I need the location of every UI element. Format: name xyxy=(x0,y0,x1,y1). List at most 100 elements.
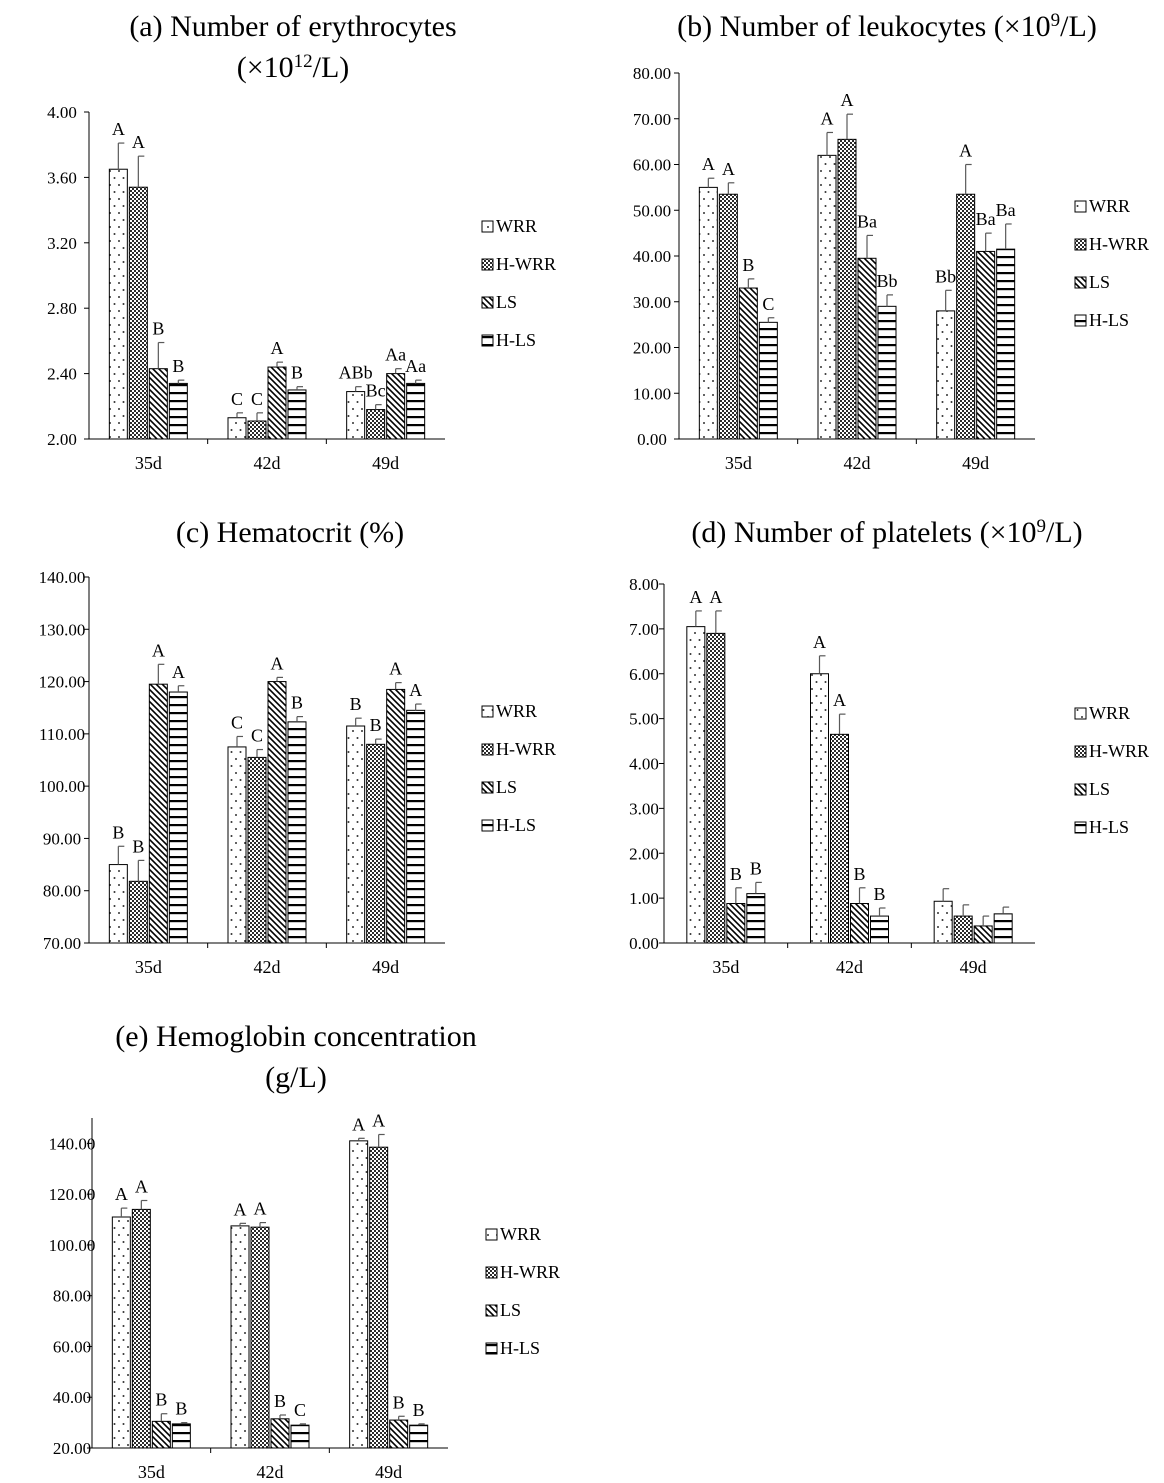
bar-h-ls-35d xyxy=(168,691,188,944)
bar-wrr-49d xyxy=(346,725,366,944)
legend-swatch xyxy=(481,819,494,832)
x-tick-label: 42d xyxy=(844,453,871,473)
legend-label: H-LS xyxy=(496,330,536,350)
y-tick-label: 4.00 xyxy=(47,103,77,122)
bar-wrr-42d xyxy=(227,417,247,440)
legend-swatch xyxy=(481,296,494,309)
legend-label: LS xyxy=(496,292,517,312)
significance-label: A xyxy=(271,653,284,673)
bar-ls-35d xyxy=(151,1420,171,1449)
bar-h-ls-49d xyxy=(406,382,426,440)
x-tick-label: 35d xyxy=(135,957,162,977)
significance-label: B xyxy=(291,363,303,383)
y-tick-label: 130.00 xyxy=(39,620,86,639)
significance-label: B xyxy=(350,694,362,714)
bar-h-ls-35d xyxy=(168,382,188,440)
significance-label: A xyxy=(135,1177,148,1197)
y-tick-label: 4.00 xyxy=(629,755,659,774)
x-tick-label: 35d xyxy=(138,1462,165,1482)
legend-swatch xyxy=(1074,821,1087,834)
bar-h-ls-49d xyxy=(993,913,1013,944)
bar-h-wrr-42d xyxy=(247,756,267,944)
chart-c: (c) Hematocrit (%) 70.00 80.00 90.00 100.00 1… xyxy=(39,516,556,977)
bar-ls-42d xyxy=(850,903,869,944)
x-tick-label: 35d xyxy=(135,453,162,473)
y-tick-label: 120.00 xyxy=(39,673,86,692)
legend-swatch xyxy=(485,1266,498,1279)
y-tick-label: 120.00 xyxy=(49,1185,96,1204)
significance-label: A xyxy=(372,1111,385,1131)
significance-label: A xyxy=(813,632,826,652)
x-tick-label: 49d xyxy=(372,453,399,473)
significance-label: A xyxy=(352,1114,365,1134)
bar-ls-42d xyxy=(267,681,287,944)
legend-label: H-WRR xyxy=(1089,234,1149,254)
y-tick-label: 80.00 xyxy=(43,882,81,901)
bar-h-wrr-35d xyxy=(128,880,148,944)
bar-h-ls-35d xyxy=(746,893,766,944)
y-tick-label: 1.00 xyxy=(629,889,659,908)
bar-h-wrr-35d xyxy=(706,632,726,944)
significance-label: B xyxy=(274,1391,286,1411)
legend-swatch xyxy=(481,334,494,347)
significance-label: B xyxy=(393,1392,405,1412)
x-tick-label: 42d xyxy=(836,957,863,977)
bar-h-ls-42d xyxy=(287,389,307,440)
significance-label: A xyxy=(115,1184,128,1204)
significance-label: B xyxy=(873,884,885,904)
y-tick-label: 40.00 xyxy=(53,1388,91,1407)
chart-title: (c) Hematocrit (%) xyxy=(176,516,404,549)
bar-ls-49d xyxy=(386,688,406,944)
bar-h-wrr-49d xyxy=(366,409,386,440)
legend-label: H-LS xyxy=(1089,817,1129,837)
bar-h-ls-42d xyxy=(877,305,897,440)
y-tick-label: 140.00 xyxy=(39,568,86,587)
significance-label: B xyxy=(750,858,762,878)
significance-label: Aa xyxy=(385,345,406,365)
bar-ls-35d xyxy=(148,683,168,944)
y-tick-label: 140.00 xyxy=(49,1134,96,1153)
y-tick-label: 6.00 xyxy=(629,665,659,684)
legend-swatch xyxy=(1074,707,1087,720)
significance-label: Ba xyxy=(857,211,877,231)
significance-label: A xyxy=(389,659,402,679)
significance-label: A xyxy=(112,119,125,139)
y-tick-label: 70.00 xyxy=(633,110,671,129)
bar-wrr-42d xyxy=(810,673,829,944)
y-tick-label: 70.00 xyxy=(43,934,81,953)
bar-ls-49d xyxy=(386,373,406,440)
y-tick-label: 40.00 xyxy=(633,247,671,266)
significance-label: C xyxy=(251,389,263,409)
bar-h-wrr-49d xyxy=(956,193,976,440)
y-tick-label: 2.40 xyxy=(47,365,77,384)
legend-label: WRR xyxy=(1089,703,1130,723)
legend-swatch xyxy=(1074,745,1087,758)
bar-h-ls-35d xyxy=(171,1423,191,1449)
bar-wrr-42d xyxy=(230,1225,250,1449)
legend-swatch xyxy=(485,1304,498,1317)
x-tick-label: 49d xyxy=(372,957,399,977)
bar-h-ls-42d xyxy=(870,915,889,944)
bar-h-ls-42d xyxy=(287,721,307,944)
legend-label: WRR xyxy=(1089,196,1130,216)
chart-b: (b) Number of leukocytes (×109/L) 0.00 10.… xyxy=(633,10,1149,474)
bar-ls-42d xyxy=(857,257,877,440)
significance-label: C xyxy=(231,389,243,409)
significance-label: Bc xyxy=(366,381,386,401)
chart-title: (a) Number of erythrocytes xyxy=(129,10,456,43)
significance-label: B xyxy=(132,836,144,856)
legend-swatch xyxy=(481,220,494,233)
legend-swatch xyxy=(485,1228,498,1241)
y-tick-label: 2.00 xyxy=(629,844,659,863)
bar-h-wrr-42d xyxy=(247,420,267,440)
significance-label: A xyxy=(702,154,715,174)
x-tick-label: 42d xyxy=(257,1462,284,1482)
x-tick-label: 49d xyxy=(960,957,987,977)
bar-wrr-49d xyxy=(933,900,953,944)
bar-h-ls-42d xyxy=(290,1424,310,1449)
chart-title: (e) Hemoglobin concentration xyxy=(115,1020,477,1053)
legend-label: WRR xyxy=(500,1224,541,1244)
bar-h-wrr-35d xyxy=(131,1208,151,1449)
bar-wrr-49d xyxy=(349,1140,369,1449)
legend-swatch xyxy=(481,705,494,718)
